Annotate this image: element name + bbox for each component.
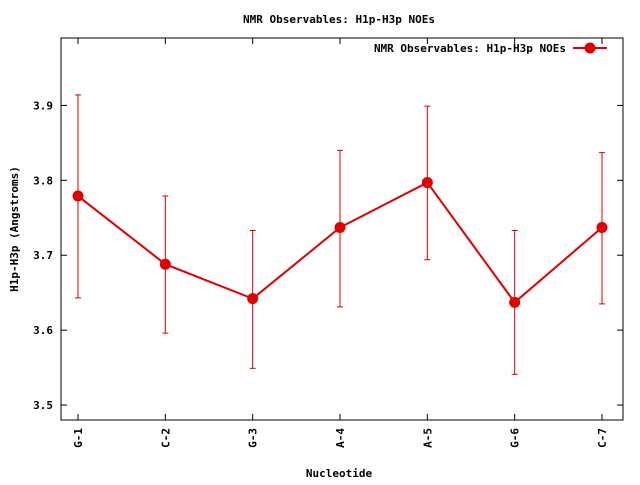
x-tick-label: G-1	[72, 428, 85, 448]
data-point	[247, 293, 259, 305]
x-tick-label: C-7	[596, 428, 609, 448]
y-tick-label: 3.5	[33, 399, 53, 412]
y-axis-label: H1p-H3p (Angstroms)	[8, 166, 21, 292]
x-tick-label: A-5	[421, 428, 434, 448]
data-point	[421, 177, 433, 189]
series-layer	[72, 94, 608, 375]
legend-label: NMR Observables: H1p-H3p NOEs	[374, 42, 566, 55]
chart-title: NMR Observables: H1p-H3p NOEs	[243, 13, 435, 26]
data-point	[334, 222, 346, 234]
data-point	[72, 190, 84, 202]
y-tick-label: 3.8	[33, 174, 53, 187]
y-axis: 3.5 3.6 3.7 3.8 3.9	[33, 99, 623, 412]
data-point	[509, 296, 521, 308]
data-point	[159, 258, 171, 270]
x-tick-label: A-4	[334, 428, 347, 448]
x-tick-label: C-2	[159, 428, 172, 448]
y-tick-label: 3.7	[33, 249, 53, 262]
y-tick-label: 3.9	[33, 99, 53, 112]
x-axis-label: Nucleotide	[306, 467, 373, 480]
plot-area	[60, 37, 624, 421]
data-point	[596, 222, 608, 234]
legend: NMR Observables: H1p-H3p NOEs	[374, 42, 607, 55]
x-tick-label: G-6	[509, 428, 522, 448]
legend-marker	[584, 42, 596, 54]
x-axis: G-1 C-2 G-3 A-4 A-5 G-6 C-7	[72, 38, 609, 448]
y-tick-label: 3.6	[33, 324, 53, 337]
x-tick-label: G-3	[247, 428, 260, 448]
